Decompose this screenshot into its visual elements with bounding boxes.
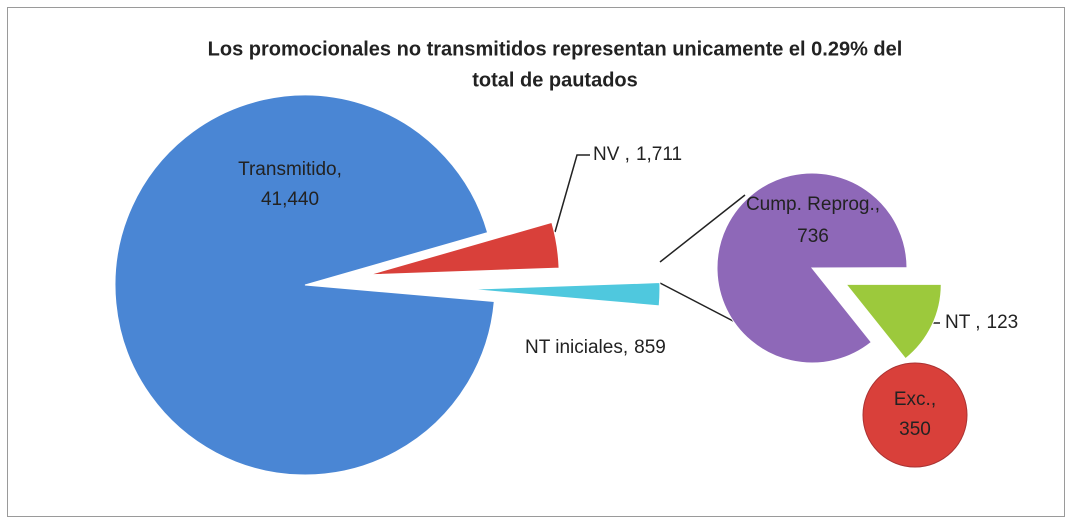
slice-label: NT , 123 — [945, 312, 1018, 333]
leader-line — [554, 154, 590, 233]
pie-slice — [716, 172, 908, 364]
value-label: 736 — [797, 226, 829, 247]
pie-slice — [369, 221, 560, 276]
value-label: 41,440 — [261, 189, 319, 210]
pie-slice — [845, 283, 942, 360]
category-label: NT iniciales, — [525, 337, 628, 358]
connector-line — [659, 194, 746, 263]
chart-title: Los promocionales no transmitidos repres… — [208, 38, 903, 60]
category-label: NV , — [593, 144, 630, 165]
slice-label: NV , 1,711 — [593, 144, 682, 165]
pie-slice — [469, 282, 661, 307]
pie-slice — [114, 94, 495, 476]
bubble — [862, 362, 968, 468]
slice-label: Transmitido, — [238, 159, 342, 180]
value-label: 123 — [987, 312, 1019, 333]
value-label: 350 — [899, 419, 931, 440]
value-label: 1,711 — [636, 144, 682, 165]
slice-label: Exc., — [894, 389, 936, 410]
chart-subtitle: total de pautados — [472, 69, 638, 91]
category-label: NT , — [945, 312, 981, 333]
slice-label: Cump. Reprog., — [746, 194, 880, 215]
slice-label: NT iniciales, 859 — [525, 337, 666, 358]
value-label: 859 — [634, 337, 666, 358]
